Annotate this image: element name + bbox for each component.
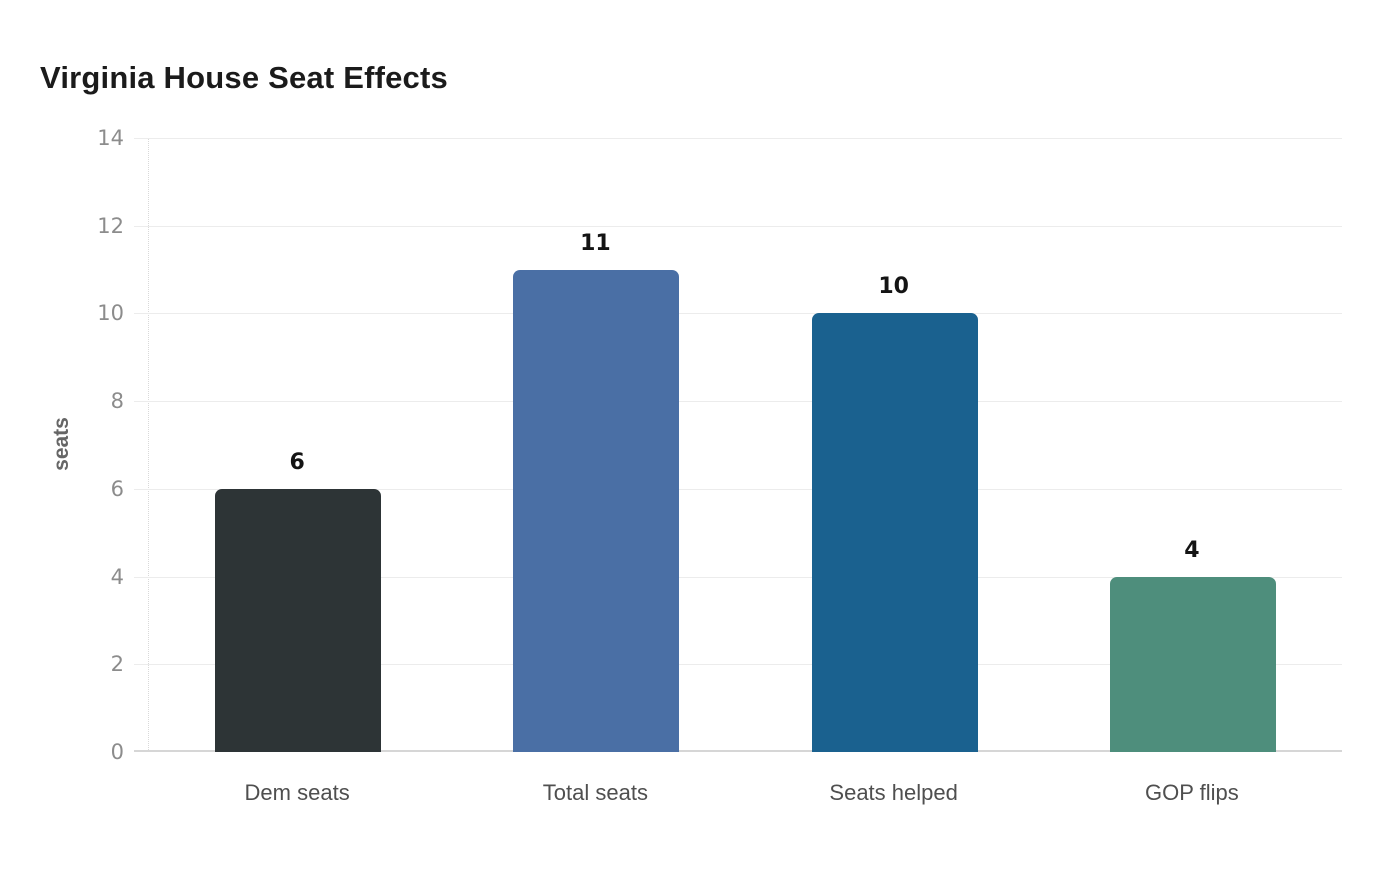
bar-value-label-seats-helped: 10: [878, 274, 909, 300]
bar-value-label-dem-seats: 6: [289, 449, 305, 475]
x-axis-baseline: [134, 750, 1342, 752]
gridline: [134, 488, 1342, 490]
x-tick-label-gop-flips: GOP flips: [1145, 780, 1239, 805]
x-tick-label-seats-helped: Seats helped: [829, 780, 958, 805]
y-tick-label: 8: [110, 389, 124, 414]
y-tick-label: 12: [97, 213, 124, 238]
gridline: [134, 313, 1342, 315]
y-tick-label: 6: [110, 476, 124, 501]
gridline: [134, 576, 1342, 578]
gridline: [134, 664, 1342, 666]
x-tick-label-total-seats: Total seats: [542, 780, 648, 805]
bar-value-label-gop-flips: 4: [1184, 537, 1200, 563]
bar-gop-flips: [1109, 576, 1276, 752]
y-tick-label: 14: [97, 126, 124, 150]
y-tick-label: 4: [110, 564, 124, 589]
plot-area: [134, 138, 1342, 752]
gridline: [134, 138, 1342, 139]
y-tick-label: 10: [97, 301, 124, 326]
bar-dem-seats: [215, 488, 382, 752]
y-tick-label: 2: [110, 652, 124, 677]
y-tick-label: 0: [110, 740, 124, 764]
y-axis-title: seats: [50, 417, 73, 471]
gridline: [134, 401, 1342, 403]
chart-title: Virginia House Seat Effects: [40, 60, 448, 95]
bar-seats-helped: [811, 313, 978, 752]
gridline: [134, 225, 1342, 227]
bar-value-label-total-seats: 11: [580, 230, 611, 256]
bar-total-seats: [513, 269, 680, 752]
x-tick-label-dem-seats: Dem seats: [244, 780, 350, 805]
